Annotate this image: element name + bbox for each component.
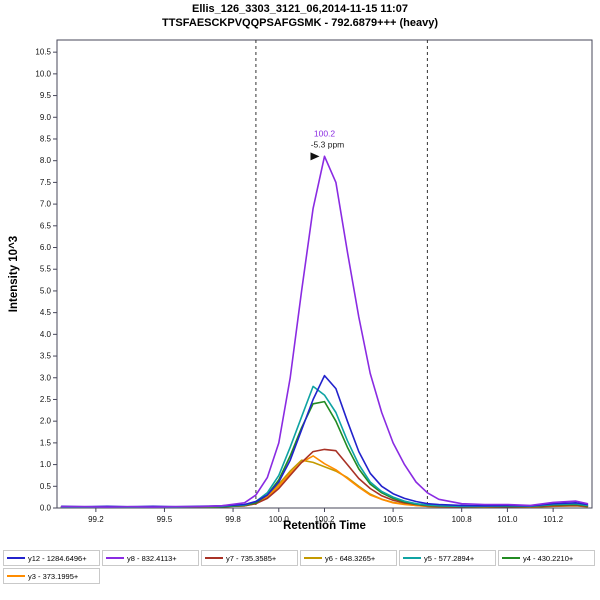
y-tick-label: 4.5 xyxy=(40,308,52,317)
legend-item: y6 - 648.3265+ xyxy=(300,550,397,566)
chart-title-run: Ellis_126_3303_3121_06,2014-11-15 11:07 xyxy=(192,3,408,15)
y-tick-label: 2.5 xyxy=(40,395,52,404)
legend-label: y4 - 430.2210+ xyxy=(523,553,574,563)
x-tick-label: 99.2 xyxy=(88,515,104,524)
legend-line-swatch xyxy=(7,557,25,559)
y-tick-label: 8.5 xyxy=(40,134,52,143)
y-tick-label: 6.5 xyxy=(40,221,52,230)
legend-line-swatch xyxy=(403,557,421,559)
y-tick-label: 6.0 xyxy=(40,243,52,252)
y-tick-label: 10.0 xyxy=(35,69,51,78)
legend-item: y4 - 430.2210+ xyxy=(498,550,595,566)
x-tick-label: 99.5 xyxy=(157,515,173,524)
y-tick-label: 5.0 xyxy=(40,286,52,295)
legend-line-swatch xyxy=(502,557,520,559)
legend-item: y5 - 577.2894+ xyxy=(399,550,496,566)
x-tick-label: 100.0 xyxy=(269,515,290,524)
peak-ppm-label: -5.3 ppm xyxy=(311,139,345,149)
peak-pointer-icon xyxy=(310,152,320,161)
y-tick-label: 10.5 xyxy=(35,48,51,57)
y-tick-label: 2.0 xyxy=(40,417,52,426)
y-tick-label: 4.0 xyxy=(40,330,52,339)
y-tick-label: 5.5 xyxy=(40,265,52,274)
chart-title-peptide: TTSFAESCKPVQQPSAFGSMK - 792.6879+++ (hea… xyxy=(161,17,438,29)
chromatogram-trace xyxy=(60,448,589,508)
chromatogram-trace xyxy=(60,155,589,508)
y-tick-label: 1.5 xyxy=(40,438,52,447)
peak-rt-label: 100.2 xyxy=(314,128,336,138)
x-tick-label: 100.8 xyxy=(452,515,473,524)
legend-line-swatch xyxy=(7,575,25,577)
y-tick-label: 9.5 xyxy=(40,91,52,100)
legend-item: y8 - 832.4113+ xyxy=(102,550,199,566)
y-tick-label: 1.0 xyxy=(40,460,52,469)
y-tick-label: 9.0 xyxy=(40,113,52,122)
y-tick-label: 8.0 xyxy=(40,156,52,165)
legend-line-swatch xyxy=(304,557,322,559)
y-tick-label: 0.0 xyxy=(40,504,52,513)
legend-label: y8 - 832.4113+ xyxy=(127,553,177,563)
legend-line-swatch xyxy=(205,557,223,559)
legend-label: y7 - 735.3585+ xyxy=(226,553,277,563)
legend-item: y7 - 735.3585+ xyxy=(201,550,298,566)
chromatogram-trace xyxy=(60,400,589,508)
x-tick-label: 100.2 xyxy=(314,515,335,524)
x-tick-label: 101.0 xyxy=(497,515,518,524)
x-tick-label: 100.5 xyxy=(383,515,404,524)
y-axis-label: Intensity 10^3 xyxy=(8,235,20,313)
y-tick-label: 7.0 xyxy=(40,200,52,209)
x-tick-label: 101.2 xyxy=(543,515,564,524)
chromatogram-trace xyxy=(60,385,589,508)
legend-label: y5 - 577.2894+ xyxy=(424,553,475,563)
legend-item: y3 - 373.1995+ xyxy=(3,568,100,584)
legend-item: y12 - 1284.6496+ xyxy=(3,550,100,566)
legend-line-swatch xyxy=(106,557,124,559)
y-tick-label: 3.0 xyxy=(40,373,52,382)
y-tick-label: 0.5 xyxy=(40,482,52,491)
legend-label: y6 - 648.3265+ xyxy=(325,553,376,563)
y-tick-label: 3.5 xyxy=(40,352,52,361)
legend-label: y3 - 373.1995+ xyxy=(28,571,79,581)
chromatogram-trace xyxy=(60,459,589,508)
chromatogram-trace xyxy=(60,455,589,508)
x-axis-label: Retention Time xyxy=(283,520,366,532)
chart-canvas[interactable]: 0.0 0.5 1.0 1.5 2.0 2.5 3.0 3.5 4.0 4.5 5.0 5.5 6.0 6… xyxy=(0,0,600,545)
y-tick-label: 7.5 xyxy=(40,178,52,187)
plot-border xyxy=(56,39,593,509)
legend: y12 - 1284.6496+ y8 - 832.4113+ y7 - 735.3… xyxy=(2,549,598,585)
legend-label: y12 - 1284.6496+ xyxy=(28,553,87,563)
x-tick-label: 99.8 xyxy=(225,515,241,524)
